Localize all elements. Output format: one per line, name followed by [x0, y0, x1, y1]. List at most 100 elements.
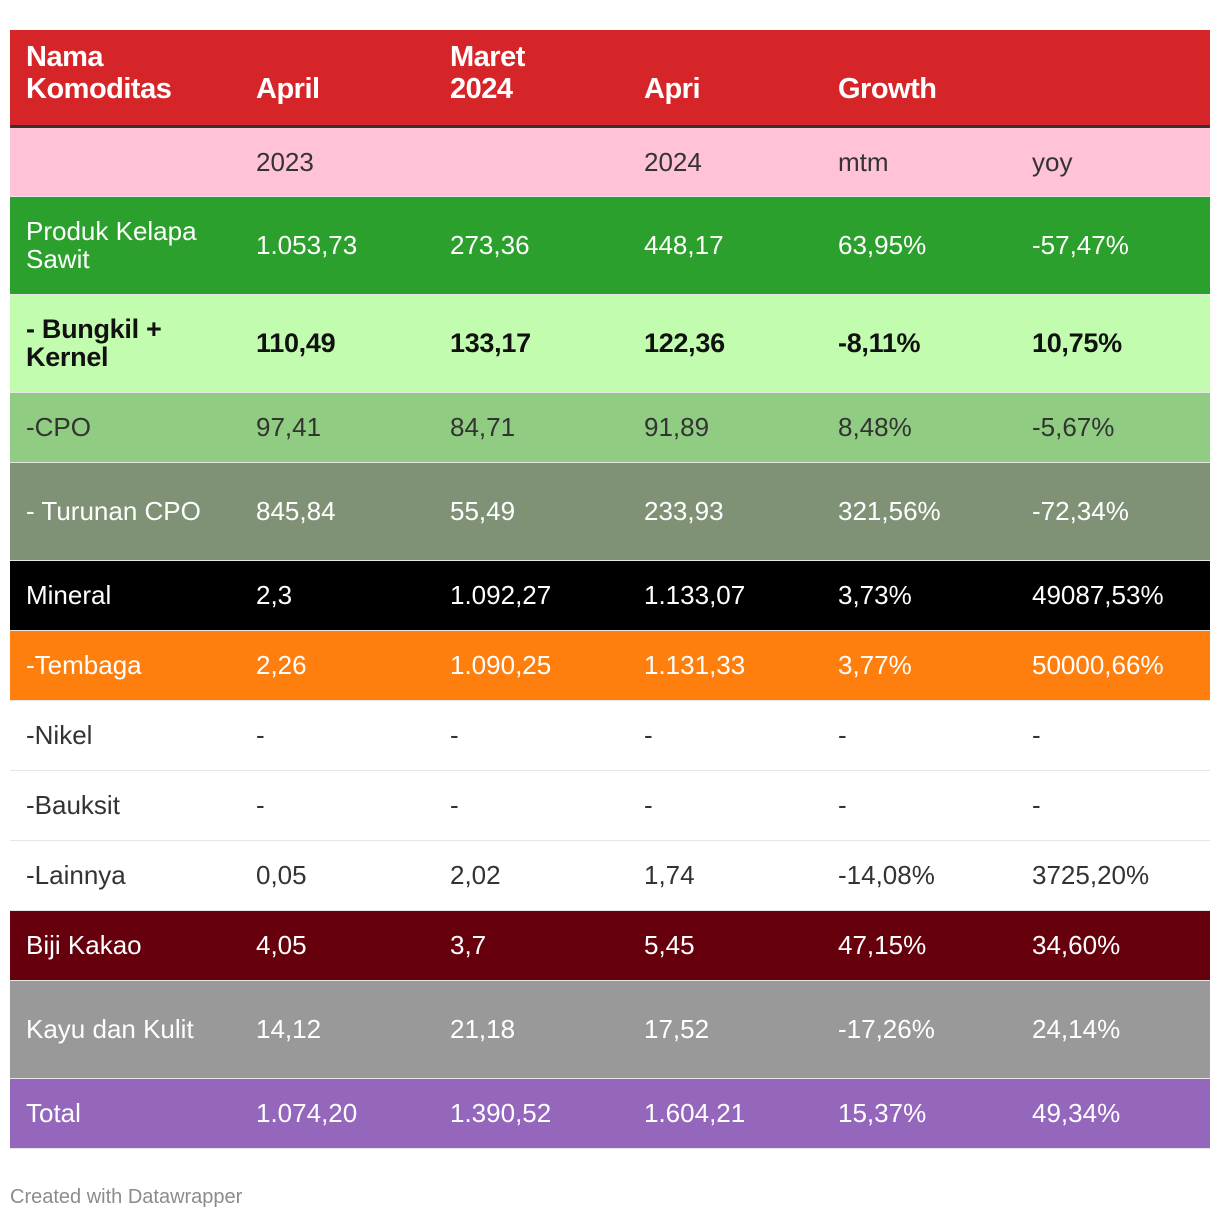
value-cell: 3725,20% [1016, 840, 1210, 911]
value-cell: 50000,66% [1016, 630, 1210, 701]
table-row: Kayu dan Kulit 14,12 21,18 17,52 -17,26% 24,1… [10, 980, 1210, 1079]
row-label-cell: Kayu dan Kulit [10, 980, 240, 1079]
value-cell: 55,49 [434, 462, 628, 561]
table-body: 2023 2024 mtm yoy Produk Kelapa Sawit 1.053,7… [10, 126, 1210, 1149]
value-cell: - [240, 700, 434, 771]
value-cell: 2,02 [434, 840, 628, 911]
header-line: Apri [644, 72, 701, 105]
table-row: Total 1.074,20 1.390,52 1.604,21 15,37% 49,34… [10, 1078, 1210, 1149]
value-cell: 47,15% [822, 910, 1016, 981]
value-cell: 1.090,25 [434, 630, 628, 701]
value-cell [434, 126, 628, 197]
value-cell: - [240, 770, 434, 841]
header-cell-growth: Growth [822, 30, 1016, 128]
value-cell: 1,74 [628, 840, 822, 911]
header-cell-maret-2024: Maret 2024 [434, 30, 628, 128]
value-cell: 24,14% [1016, 980, 1210, 1079]
value-cell: -14,08% [822, 840, 1016, 911]
table-header: Nama Komoditas April Maret 2024 Apri [10, 30, 1210, 128]
commodity-table: Nama Komoditas April Maret 2024 Apri [10, 30, 1210, 1149]
value-cell: -57,47% [1016, 196, 1210, 295]
value-cell: 3,77% [822, 630, 1016, 701]
row-label-cell: -Lainnya [10, 840, 240, 911]
value-cell: 122,36 [628, 294, 822, 393]
header-line: Komoditas [26, 72, 172, 105]
value-cell: - [1016, 770, 1210, 841]
value-cell: 21,18 [434, 980, 628, 1079]
value-cell: 84,71 [434, 392, 628, 463]
value-cell: - [1016, 700, 1210, 771]
value-cell: - [822, 700, 1016, 771]
value-cell: - [434, 770, 628, 841]
value-cell: 91,89 [628, 392, 822, 463]
value-cell: 17,52 [628, 980, 822, 1079]
data-table-container: Nama Komoditas April Maret 2024 Apri [10, 30, 1210, 1149]
value-cell: 273,36 [434, 196, 628, 295]
value-cell: 1.390,52 [434, 1078, 628, 1149]
value-cell: 1.131,33 [628, 630, 822, 701]
table-row: Biji Kakao 4,05 3,7 5,45 47,15% 34,60% [10, 910, 1210, 981]
header-line: Nama [26, 40, 104, 73]
value-cell: 110,49 [240, 294, 434, 393]
value-cell: 10,75% [1016, 294, 1210, 393]
value-cell: 2023 [240, 126, 434, 197]
value-cell: 321,56% [822, 462, 1016, 561]
table-row: 2023 2024 mtm yoy [10, 126, 1210, 197]
header-line: 2024 [450, 72, 513, 105]
value-cell: 5,45 [628, 910, 822, 981]
datawrapper-credit: Created with Datawrapper [10, 1186, 243, 1208]
value-cell: 1.133,07 [628, 560, 822, 631]
value-cell: 8,48% [822, 392, 1016, 463]
value-cell: 448,17 [628, 196, 822, 295]
header-line: Growth [838, 72, 937, 105]
value-cell: 63,95% [822, 196, 1016, 295]
header-row: Nama Komoditas April Maret 2024 Apri [10, 30, 1210, 128]
value-cell: 14,12 [240, 980, 434, 1079]
row-label-cell: -Tembaga [10, 630, 240, 701]
row-label-cell: -Bauksit [10, 770, 240, 841]
value-cell: - [822, 770, 1016, 841]
value-cell: 133,17 [434, 294, 628, 393]
table-row: -Tembaga 2,26 1.090,25 1.131,33 3,77% 50000,6… [10, 630, 1210, 701]
header-line: Maret [450, 40, 525, 73]
header-cell-empty [1016, 30, 1210, 128]
value-cell: -5,67% [1016, 392, 1210, 463]
value-cell: 2024 [628, 126, 822, 197]
value-cell: 2,3 [240, 560, 434, 631]
header-cell-apri: Apri [628, 30, 822, 128]
value-cell: 1.074,20 [240, 1078, 434, 1149]
table-row: Produk Kelapa Sawit 1.053,73 273,36 448,17 6… [10, 196, 1210, 295]
value-cell: 97,41 [240, 392, 434, 463]
table-row: -Nikel - - - - - [10, 700, 1210, 771]
header-cell-april: April [240, 30, 434, 128]
value-cell: 0,05 [240, 840, 434, 911]
value-cell: -72,34% [1016, 462, 1210, 561]
row-label-cell: -Nikel [10, 700, 240, 771]
table-row: -Bauksit - - - - - [10, 770, 1210, 841]
value-cell: mtm [822, 126, 1016, 197]
table-row: Mineral 2,3 1.092,27 1.133,07 3,73% 49087,53% [10, 560, 1210, 631]
row-label-cell: - Turunan CPO [10, 462, 240, 561]
value-cell: 49087,53% [1016, 560, 1210, 631]
table-row: - Turunan CPO 845,84 55,49 233,93 321,56% -72… [10, 462, 1210, 561]
row-label-cell: Mineral [10, 560, 240, 631]
header-line: April [256, 72, 320, 105]
value-cell: - [628, 700, 822, 771]
table-row: -Lainnya 0,05 2,02 1,74 -14,08% 3725,20% [10, 840, 1210, 911]
header-cell-nama-komoditas: Nama Komoditas [10, 30, 240, 128]
value-cell: 845,84 [240, 462, 434, 561]
value-cell: 233,93 [628, 462, 822, 561]
value-cell: - [434, 700, 628, 771]
table-row: -CPO 97,41 84,71 91,89 8,48% -5,67% [10, 392, 1210, 463]
value-cell: 15,37% [822, 1078, 1016, 1149]
value-cell: 3,7 [434, 910, 628, 981]
value-cell: 2,26 [240, 630, 434, 701]
value-cell: -17,26% [822, 980, 1016, 1079]
row-label-cell [10, 126, 240, 197]
table-row: - Bungkil + Kernel 110,49 133,17 122,36 -8,1… [10, 294, 1210, 393]
value-cell: 49,34% [1016, 1078, 1210, 1149]
value-cell: 3,73% [822, 560, 1016, 631]
row-label-cell: Biji Kakao [10, 910, 240, 981]
value-cell: 4,05 [240, 910, 434, 981]
value-cell: - [628, 770, 822, 841]
